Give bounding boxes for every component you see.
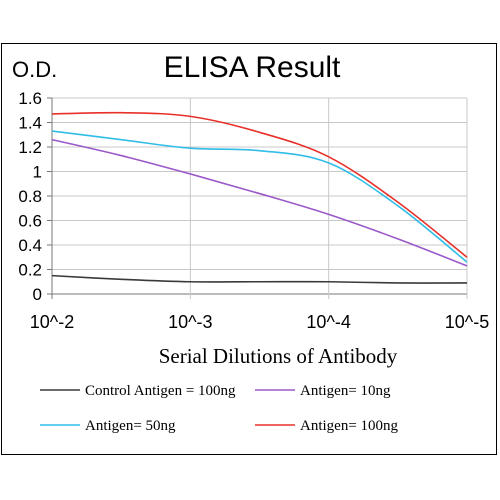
- series-lines: [51, 111, 468, 284]
- y-tick-label: 1: [33, 163, 42, 182]
- y-tick-label: 1.6: [18, 89, 42, 108]
- x-tick-label: 10^-2: [30, 312, 74, 332]
- x-tick-label: 10^-4: [306, 312, 350, 332]
- x-tick-label: 10^-3: [168, 312, 212, 332]
- x-tick-label: 10^-5: [445, 312, 489, 332]
- x-axis-label: Serial Dilutions of Antibody: [159, 344, 398, 368]
- series-line: [51, 111, 468, 258]
- y-tick-label: 0.4: [18, 236, 42, 255]
- y-tick-label: 0.2: [18, 261, 42, 280]
- legend: Control Antigen = 100ng Antigen= 10ng Anti…: [40, 383, 399, 434]
- y-tick-label: 0.6: [18, 212, 42, 231]
- y-axis-ticks: 0 0.2 0.4 0.6 0.8 1 1.2 1.4 1.6: [18, 89, 42, 304]
- y-tick-label: 0.8: [18, 187, 42, 206]
- y-axis-label: O.D.: [12, 57, 57, 82]
- legend-label: Antigen= 50ng: [85, 418, 176, 434]
- x-axis-ticks: 10^-2 10^-3 10^-4 10^-5: [30, 312, 489, 332]
- chart-frame: [1, 43, 497, 455]
- chart-title: ELISA Result: [164, 51, 341, 84]
- series-line: [51, 130, 468, 263]
- y-tick-label: 1.4: [18, 114, 42, 133]
- legend-label: Antigen= 10ng: [300, 383, 391, 399]
- series-line: [51, 274, 468, 284]
- y-tick-label: 0: [33, 285, 42, 304]
- series-line: [51, 138, 468, 267]
- grid: [47, 97, 468, 299]
- legend-label: Control Antigen = 100ng: [85, 383, 236, 399]
- legend-label: Antigen= 100ng: [300, 418, 399, 434]
- y-tick-label: 1.2: [18, 138, 42, 157]
